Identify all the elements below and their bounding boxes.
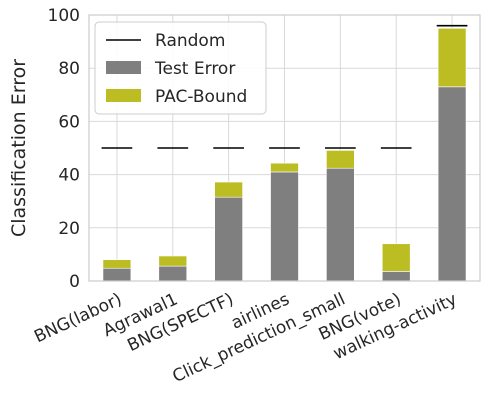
test-error-bar: [381, 271, 411, 282]
pac-bound-bar: [381, 243, 411, 272]
pac-bound-bar: [270, 162, 299, 173]
test-error-bar: [270, 171, 299, 282]
x-tick-labels: BNG(labor)Agrawal1BNG(SPECTF)airlinesCli…: [31, 289, 460, 387]
y-tick-labels: 0 20 40 60 80 100: [48, 6, 80, 292]
legend-label-test-error: Test Error: [154, 59, 235, 79]
test-error-bar: [437, 86, 467, 282]
y-tick-label: 0: [69, 272, 80, 292]
legend-entries: Random Test Error PAC-Bound: [106, 31, 247, 107]
y-tick-label: 40: [58, 166, 80, 186]
plot-frame: [88, 14, 481, 282]
y-tick-label: 60: [58, 112, 80, 132]
test-error-bar: [158, 265, 188, 282]
pac-bound-bar: [214, 181, 243, 198]
legend-swatch-pac-bound: [106, 89, 141, 102]
legend-label-random: Random: [155, 31, 225, 51]
pac-bound-bar: [437, 27, 467, 88]
test-error-bar: [326, 167, 355, 282]
pac-bound-bar: [158, 255, 188, 267]
legend-swatch-test-error: [106, 61, 141, 74]
random-layer: [101, 24, 468, 149]
pac-bound-bar: [326, 150, 355, 169]
pac-bound-bar: [102, 259, 132, 269]
legend-label-pac-bound: PAC-Bound: [155, 87, 247, 107]
test-error-bar: [214, 196, 243, 282]
bar-layer: [102, 27, 467, 282]
y-tick-label: 80: [58, 59, 80, 79]
legend: Random Test Error PAC-Bound: [94, 21, 267, 115]
test-error-bar: [102, 267, 132, 282]
y-tick-label: 20: [58, 219, 80, 239]
y-axis-label: Classification Error: [8, 59, 30, 237]
y-tick-label: 100: [48, 6, 80, 26]
